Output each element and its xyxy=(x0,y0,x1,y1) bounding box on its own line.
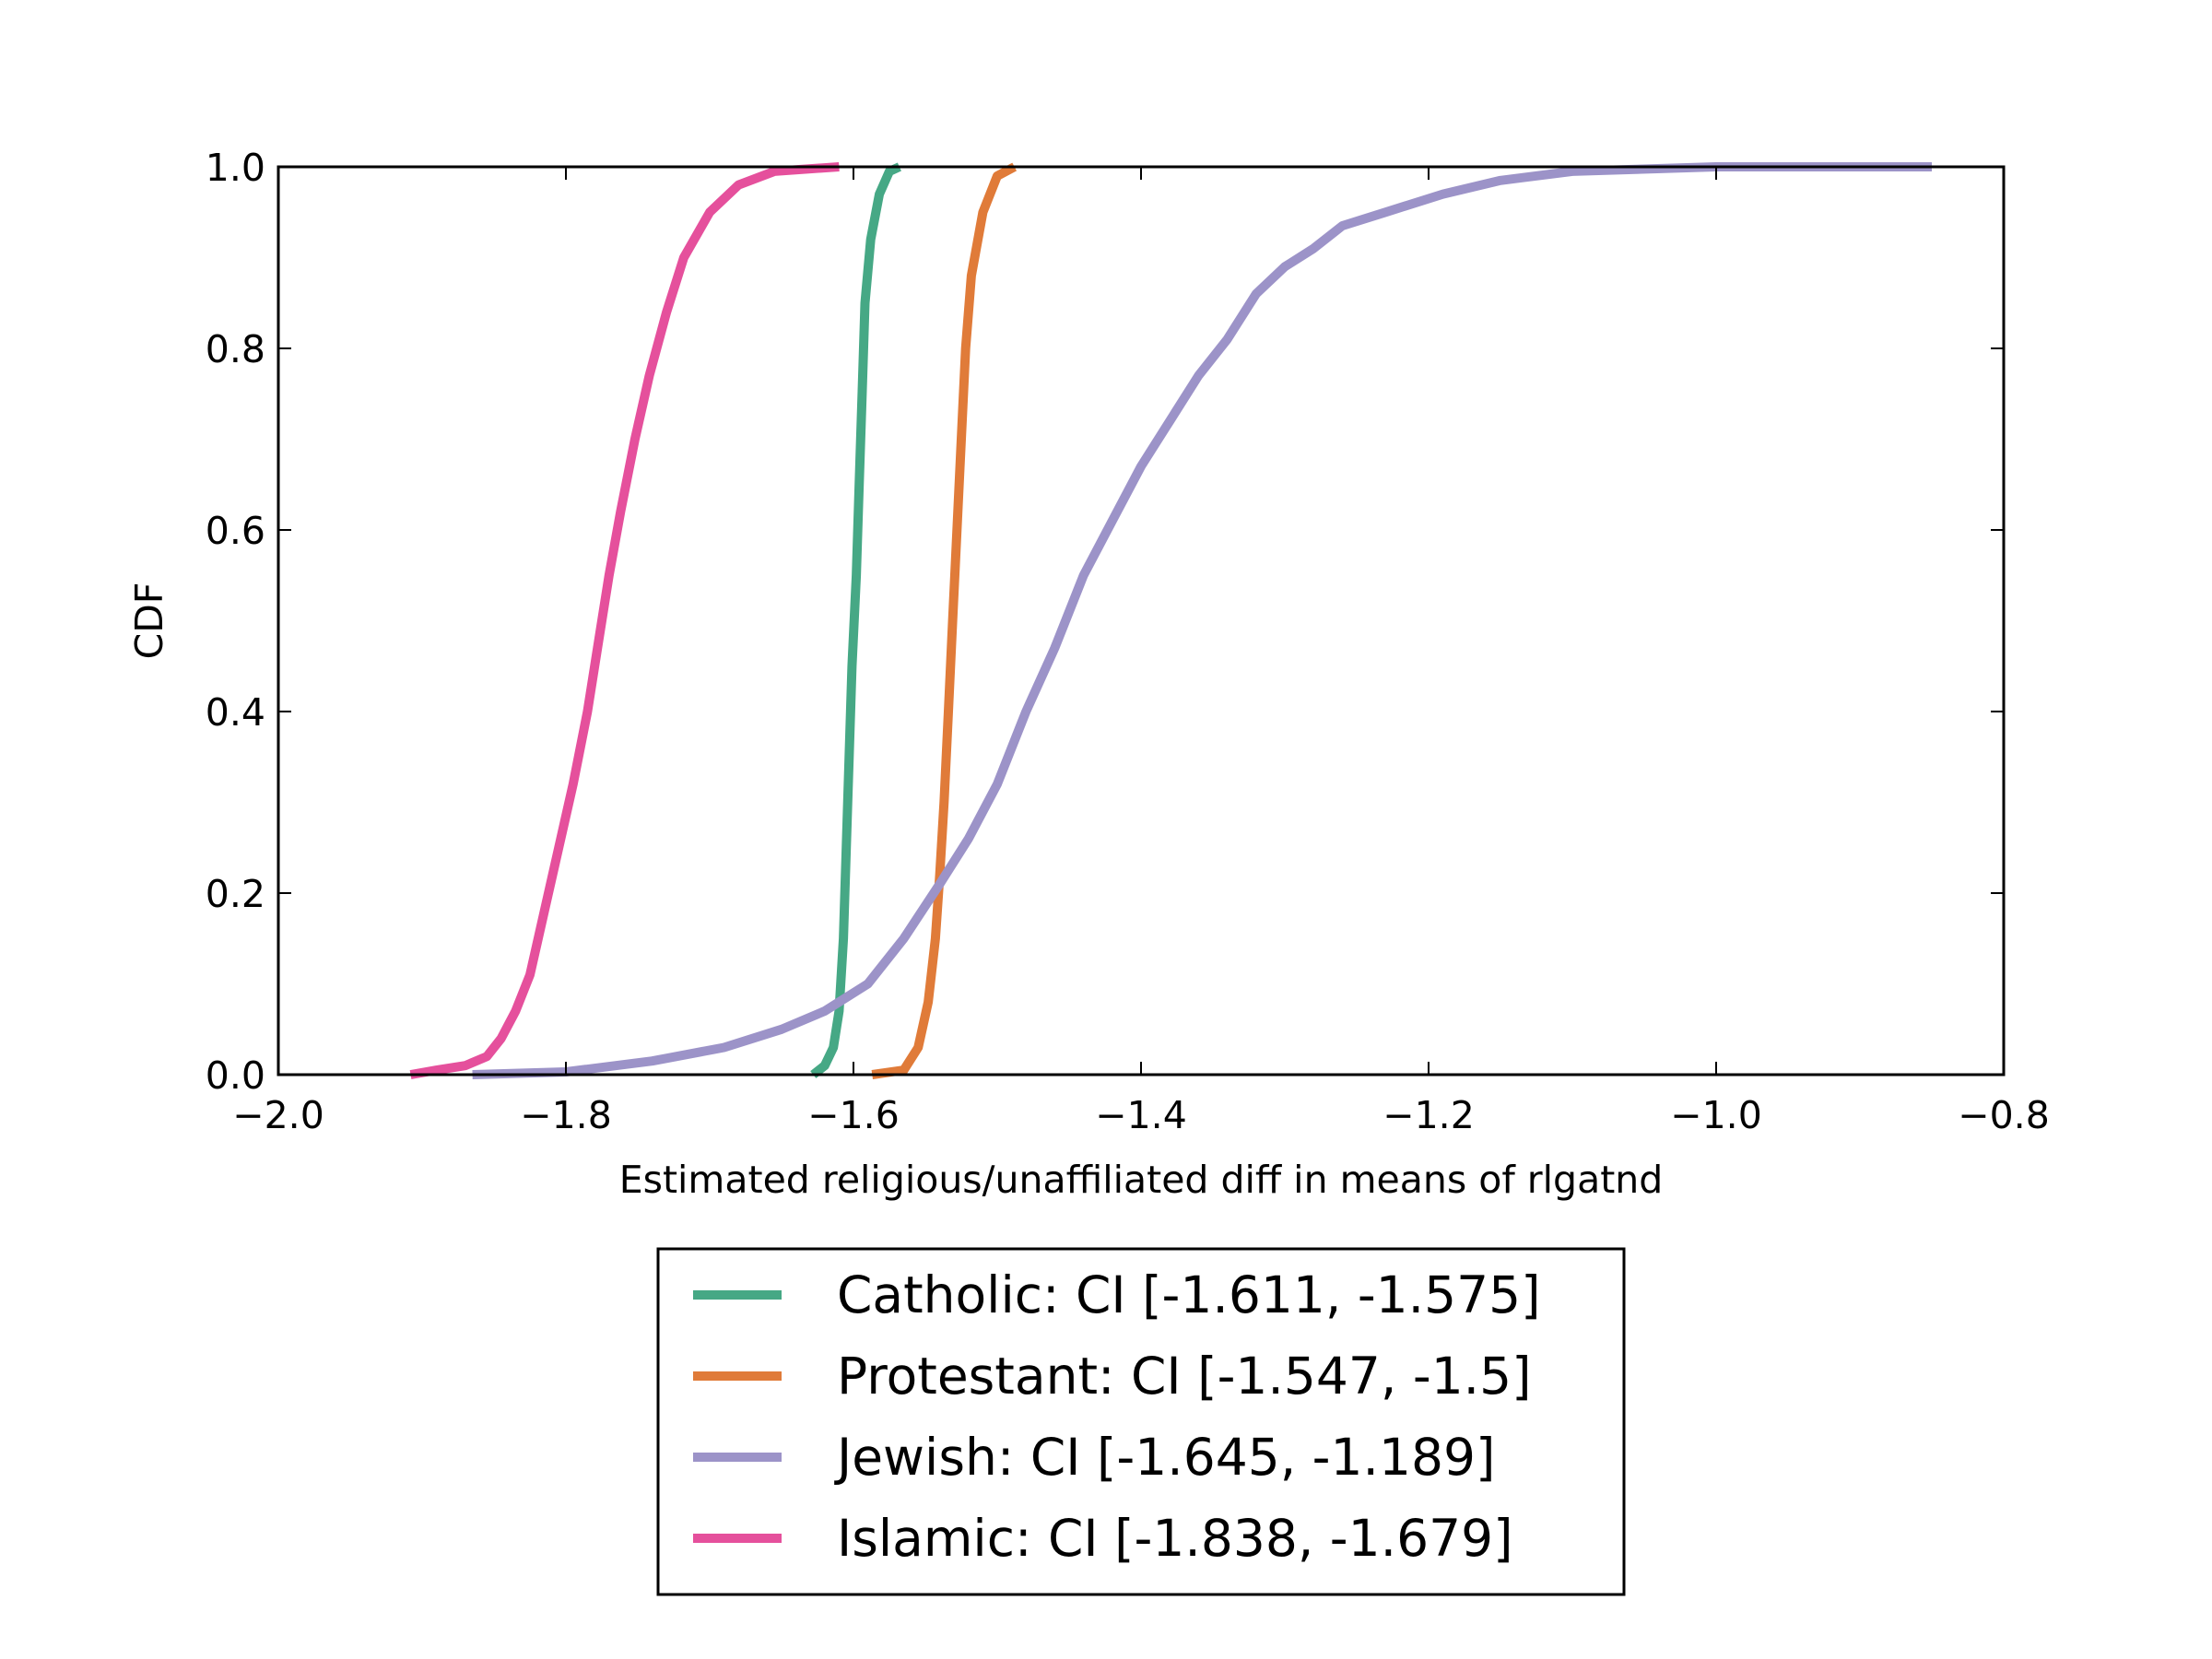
series-line-0 xyxy=(810,162,901,1078)
series-layer xyxy=(409,162,1932,1079)
legend-box xyxy=(656,1247,1626,1596)
legend-label-0: Catholic: CI [-1.611, -1.575] xyxy=(837,1265,1541,1324)
x-tick-label: −1.6 xyxy=(807,1093,900,1137)
legend-label-2: Jewish: CI [-1.645, -1.189] xyxy=(834,1428,1495,1487)
x-tick-label: −1.4 xyxy=(1095,1093,1187,1137)
y-tick-label: 0.6 xyxy=(206,509,265,553)
series-line-2 xyxy=(472,162,1932,1079)
y-tick-label: 1.0 xyxy=(206,146,265,190)
y-tick-label: 0.0 xyxy=(206,1053,265,1098)
series-line-1 xyxy=(871,162,1018,1079)
x-tick-label: −0.8 xyxy=(1958,1093,2050,1137)
ticks-layer: −2.0 −1.8 −1.6 −1.4 −1.2 −1.0 −0.8 0.0 0.2 0.4 0.6… xyxy=(206,146,2050,1137)
x-tick-label: −1.0 xyxy=(1670,1093,1762,1137)
legend-label-1: Protestant: CI [-1.547, -1.5] xyxy=(837,1347,1532,1406)
x-tick-label: −1.8 xyxy=(520,1093,612,1137)
legend-label-3: Islamic: CI [-1.838, -1.679] xyxy=(837,1509,1513,1568)
y-tick-label: 0.4 xyxy=(206,690,265,735)
series-line-3 xyxy=(409,162,840,1079)
x-tick-label: −2.0 xyxy=(232,1093,324,1137)
y-tick-label: 0.8 xyxy=(206,327,265,371)
x-tick-label: −1.2 xyxy=(1382,1093,1475,1137)
x-axis-label: Estimated religious/unaffiliated diff in… xyxy=(619,1158,1664,1202)
y-tick-label: 0.2 xyxy=(206,872,265,916)
y-axis-label: CDF xyxy=(127,582,171,660)
legend: Catholic: CI [-1.611, -1.575] Protestant:… xyxy=(656,1247,1626,1596)
